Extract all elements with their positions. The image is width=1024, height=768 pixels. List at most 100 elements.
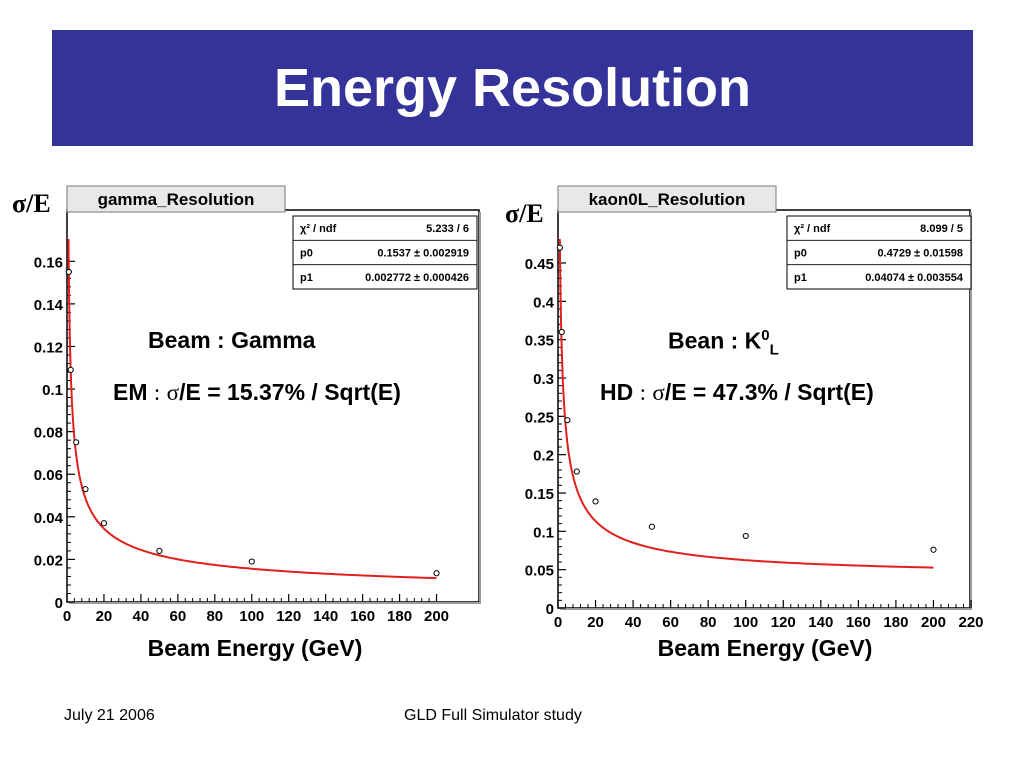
kaon0l-resolution-chart: 0 0.05 0.1 0.15 0.2 0.25 0.3 0.35 0.4 0.45 0 20 40 60… bbox=[525, 185, 984, 631]
left-frame-shadow bbox=[69, 212, 481, 604]
left-y-tick-label: 0.06 bbox=[34, 467, 63, 484]
left-x-tick-label: 120 bbox=[276, 608, 301, 625]
right-y-tick-label: 0.25 bbox=[525, 409, 554, 426]
left-stats-value: 0.1537 ± 0.002919 bbox=[377, 248, 469, 260]
right-stats-label: p0 bbox=[794, 248, 807, 260]
right-y-tick-label: 0.35 bbox=[525, 333, 554, 350]
left-x-tick-label: 0 bbox=[63, 608, 71, 625]
right-data-point bbox=[592, 498, 599, 505]
right-x-tick-label: 160 bbox=[846, 614, 871, 631]
right-beam-prefix: Bean : K bbox=[668, 327, 762, 354]
left-x-tick-label: 140 bbox=[313, 608, 338, 625]
right-data-point bbox=[564, 417, 571, 424]
slide-title: Energy Resolution bbox=[273, 58, 752, 118]
left-data-point bbox=[82, 486, 89, 493]
left-y-tick-label: 0.1 bbox=[42, 382, 63, 399]
footer-date: July 21 2006 bbox=[64, 707, 155, 724]
right-data-point bbox=[573, 468, 580, 475]
right-x-tick-label: 20 bbox=[587, 614, 604, 631]
right-y-tick-label: 0.05 bbox=[525, 563, 554, 580]
left-data-point bbox=[433, 570, 440, 577]
right-y-tick-label: 0.3 bbox=[533, 371, 554, 388]
left-fit-curve bbox=[67, 239, 437, 580]
right-formula-annotation: HD : σ/E = 47.3% / Sqrt(E) bbox=[600, 379, 874, 406]
footer-center-text: GLD Full Simulator study bbox=[404, 707, 582, 724]
right-x-tick-label: 220 bbox=[958, 614, 983, 631]
right-y-tick-label: 0 bbox=[546, 601, 554, 618]
left-x-tick-label: 80 bbox=[206, 608, 223, 625]
left-x-tick-label: 60 bbox=[170, 608, 187, 625]
right-fit-curve bbox=[558, 239, 934, 569]
right-formula-colon: : bbox=[639, 380, 647, 405]
right-formula-rest: /E = 47.3% / Sqrt(E) bbox=[664, 379, 874, 405]
left-x-tick-label: 100 bbox=[239, 608, 264, 625]
left-formula-annotation: EM : σ/E = 15.37% / Sqrt(E) bbox=[113, 379, 401, 406]
left-y-tick-label: 0.12 bbox=[34, 339, 63, 356]
right-beam-annotation: Bean : K0L bbox=[668, 327, 779, 358]
left-x-tick-label: 160 bbox=[350, 608, 375, 625]
right-x-tick-label: 180 bbox=[883, 614, 908, 631]
left-data-point bbox=[100, 520, 108, 527]
left-data-point bbox=[156, 547, 163, 554]
right-data-point bbox=[558, 328, 565, 336]
left-title-box bbox=[66, 185, 286, 213]
right-x-tick-label: 120 bbox=[771, 614, 796, 631]
right-data-point bbox=[556, 244, 563, 251]
right-x-tick-label: 60 bbox=[662, 614, 679, 631]
right-stats-value: 0.04074 ± 0.003554 bbox=[865, 272, 964, 284]
left-y-tick-label: 0.04 bbox=[34, 510, 64, 527]
right-beam-subscript: L bbox=[769, 341, 779, 359]
right-y-tick-label: 0.15 bbox=[525, 486, 554, 503]
right-formula-sigma: σ bbox=[652, 380, 665, 405]
left-formula-prefix: EM bbox=[113, 379, 148, 405]
left-x-tick-label: 20 bbox=[96, 608, 113, 625]
right-data-point bbox=[648, 523, 655, 530]
left-beam-annotation: Beam : Gamma bbox=[148, 327, 316, 353]
right-y-tick-label: 0.4 bbox=[533, 294, 555, 311]
left-data-point bbox=[248, 558, 255, 565]
left-y-tick-label: 0.16 bbox=[34, 254, 63, 271]
title-banner: Energy Resolution bbox=[52, 30, 973, 146]
right-x-tick-label: 0 bbox=[554, 614, 562, 631]
right-y-tick-label: 0.2 bbox=[533, 448, 554, 465]
left-data-point bbox=[73, 439, 80, 446]
left-x-tick-label: 200 bbox=[424, 608, 449, 625]
right-x-tick-label: 100 bbox=[733, 614, 758, 631]
right-stats-label: p1 bbox=[794, 272, 807, 284]
left-stats-value: 0.002772 ± 0.000426 bbox=[365, 272, 469, 284]
left-formula-sigma: σ bbox=[166, 380, 180, 405]
right-x-tick-label: 200 bbox=[921, 614, 946, 631]
left-y-axis-label: σ/E bbox=[12, 189, 51, 218]
left-formula-colon: : bbox=[153, 380, 161, 405]
right-y-tick-label: 0.45 bbox=[525, 256, 554, 273]
left-chart-title: gamma_Resolution bbox=[98, 190, 255, 209]
left-x-tick-label: 180 bbox=[387, 608, 412, 625]
left-y-tick-label: 0.14 bbox=[34, 297, 64, 314]
right-data-point bbox=[930, 546, 937, 553]
right-formula-prefix: HD bbox=[600, 379, 634, 405]
left-stats-label: p0 bbox=[300, 248, 313, 260]
left-x-axis-label: Beam Energy (GeV) bbox=[147, 635, 363, 661]
right-frame-shadow bbox=[560, 212, 972, 610]
right-stats-value: 8.099 / 5 bbox=[920, 223, 963, 235]
gamma-resolution-chart: 0 0.02 0.04 0.06 0.08 0.1 0.12 0.14 0.16 0 20 40 60 8… bbox=[34, 185, 481, 625]
left-stats-box bbox=[292, 215, 478, 290]
right-stats-box bbox=[786, 215, 972, 290]
left-y-tick-label: 0 bbox=[55, 595, 63, 612]
right-title-box bbox=[557, 185, 777, 213]
right-beam-superscript: 0 bbox=[761, 327, 770, 344]
left-data-point bbox=[67, 366, 74, 373]
left-stats-label: χ² / ndf bbox=[300, 223, 337, 235]
left-stats-label: p1 bbox=[300, 272, 313, 284]
right-y-tick-label: 0.1 bbox=[533, 524, 554, 541]
left-data-point bbox=[65, 268, 72, 276]
left-stats-value: 5.233 / 6 bbox=[426, 223, 469, 235]
right-chart-title: kaon0L_Resolution bbox=[589, 190, 746, 209]
right-stats-label: χ² / ndf bbox=[794, 223, 831, 235]
right-y-axis-label: σ/E bbox=[505, 199, 544, 228]
right-x-tick-label: 140 bbox=[808, 614, 833, 631]
left-x-tick-label: 40 bbox=[133, 608, 150, 625]
left-formula-rest: /E = 15.37% / Sqrt(E) bbox=[179, 379, 401, 405]
left-y-tick-label: 0.02 bbox=[34, 552, 63, 569]
right-data-point bbox=[742, 532, 749, 540]
